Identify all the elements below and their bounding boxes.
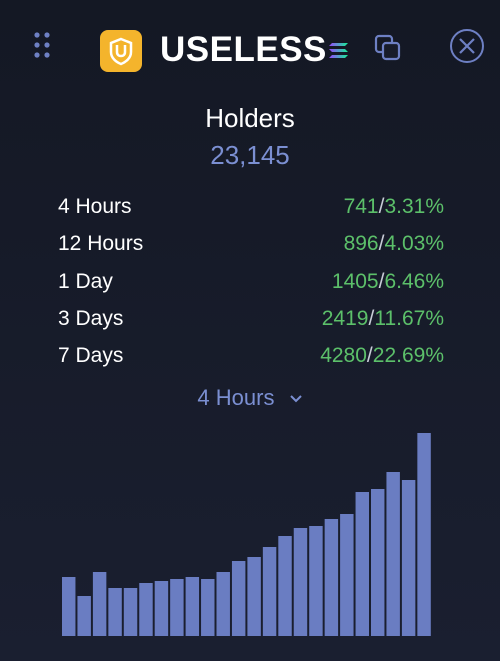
chart xyxy=(62,433,431,636)
drag-handle[interactable] xyxy=(33,31,53,59)
stat-label: 7 Days xyxy=(58,344,124,368)
stat-count: 4280 xyxy=(320,344,367,368)
stat-row: 7 Days 4280/22.69% xyxy=(58,341,444,371)
stat-separator: / xyxy=(378,269,385,293)
bar xyxy=(324,519,339,636)
stat-separator: / xyxy=(366,344,373,368)
bar xyxy=(77,596,91,636)
bar xyxy=(417,433,431,636)
stat-value: 1405/6.46% xyxy=(332,270,444,294)
stat-label: 4 Hours xyxy=(58,195,132,218)
stat-value: 741/3.31% xyxy=(344,195,444,219)
stat-row: 4 Hours 741/3.31% xyxy=(58,192,444,222)
selector-label: 4 Hours xyxy=(197,385,275,410)
stat-label: 3 Days xyxy=(58,306,124,330)
stat-value: 4280/22.69% xyxy=(320,344,444,368)
close-button[interactable] xyxy=(449,28,485,64)
bar xyxy=(62,577,76,636)
bar xyxy=(371,489,385,636)
bar xyxy=(355,492,369,636)
stat-value: 2419/11.67% xyxy=(322,307,444,331)
bar xyxy=(386,472,400,636)
stat-separator: / xyxy=(368,306,375,330)
bar xyxy=(340,514,354,636)
token-logo xyxy=(100,30,142,72)
stat-count: 896 xyxy=(343,232,379,256)
bar xyxy=(231,561,246,636)
stat-row: 3 Days 2419/11.67% xyxy=(58,304,444,334)
chevron xyxy=(289,395,302,403)
stat-row: 12 Hours 896/4.03% xyxy=(58,229,444,259)
bar xyxy=(293,528,308,636)
stat-label: 12 Hours xyxy=(58,232,144,256)
bar xyxy=(154,581,169,636)
stat-count: 1405 xyxy=(331,269,379,293)
copy-button[interactable] xyxy=(374,34,402,62)
period-selector[interactable]: 4 Hours xyxy=(0,385,500,411)
bar xyxy=(278,536,292,636)
stat-row: 1 Day 1405/6.46% xyxy=(58,267,444,297)
stat-count: 2419 xyxy=(321,306,369,330)
bar xyxy=(123,588,138,636)
section-title: Holders xyxy=(205,103,295,133)
bar xyxy=(170,579,184,636)
bar xyxy=(309,526,323,636)
stat-percent: 3.31% xyxy=(384,195,444,218)
stat-percent: 4.03% xyxy=(384,232,444,256)
stat-value: 896/4.03% xyxy=(344,232,444,256)
bar xyxy=(185,577,200,636)
stat-percent: 22.69% xyxy=(372,344,444,368)
stat-label: 1 Day xyxy=(58,269,113,293)
bar xyxy=(108,588,122,636)
stat-separator: / xyxy=(378,195,385,218)
bar xyxy=(201,579,215,636)
bar xyxy=(247,557,261,636)
token-name: USELESS xyxy=(160,30,327,69)
bar xyxy=(216,572,230,636)
bar xyxy=(262,547,277,636)
holders-total: 23,145 xyxy=(210,140,290,170)
bar xyxy=(139,583,153,636)
stat-count: 741 xyxy=(343,195,379,218)
stat-percent: 6.46% xyxy=(384,269,444,293)
stat-separator: / xyxy=(378,232,385,256)
chain-icon xyxy=(329,43,348,58)
stat-percent: 11.67% xyxy=(374,306,444,330)
bar xyxy=(92,572,107,636)
bar xyxy=(401,480,416,636)
